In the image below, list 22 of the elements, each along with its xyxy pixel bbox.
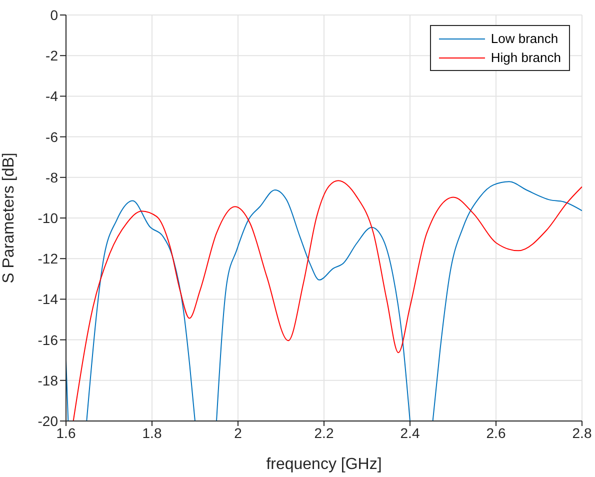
x-tick-label: 2.8 [572, 424, 592, 441]
x-tick-label: 1.6 [56, 424, 76, 441]
y-tick-label: -10 [38, 210, 58, 226]
y-tick-label: 0 [50, 6, 58, 23]
x-tick-label: 2.6 [486, 424, 506, 441]
x-tick-label: 1.8 [142, 424, 162, 441]
y-tick-label: -18 [38, 372, 58, 388]
y-tick-label: -16 [38, 332, 58, 348]
y-tick-label: -4 [46, 88, 58, 104]
legend-label: Low branch [490, 30, 558, 48]
y-tick-label: -20 [38, 412, 58, 429]
x-tick-label: 2 [234, 424, 242, 441]
y-tick-label: -6 [46, 128, 58, 145]
legend-label: High branch [490, 49, 561, 67]
y-tick-label: -8 [46, 169, 58, 186]
y-tick-label: -14 [38, 291, 58, 308]
y-axis-title: S Parameters [dB] [0, 152, 18, 284]
x-axis-title: frequency [GHz] [266, 456, 382, 473]
x-tick-label: 2.4 [400, 424, 420, 441]
y-tick-label: -2 [46, 48, 58, 64]
y-tick-label: -12 [38, 250, 58, 267]
x-tick-label: 2.2 [314, 424, 334, 441]
